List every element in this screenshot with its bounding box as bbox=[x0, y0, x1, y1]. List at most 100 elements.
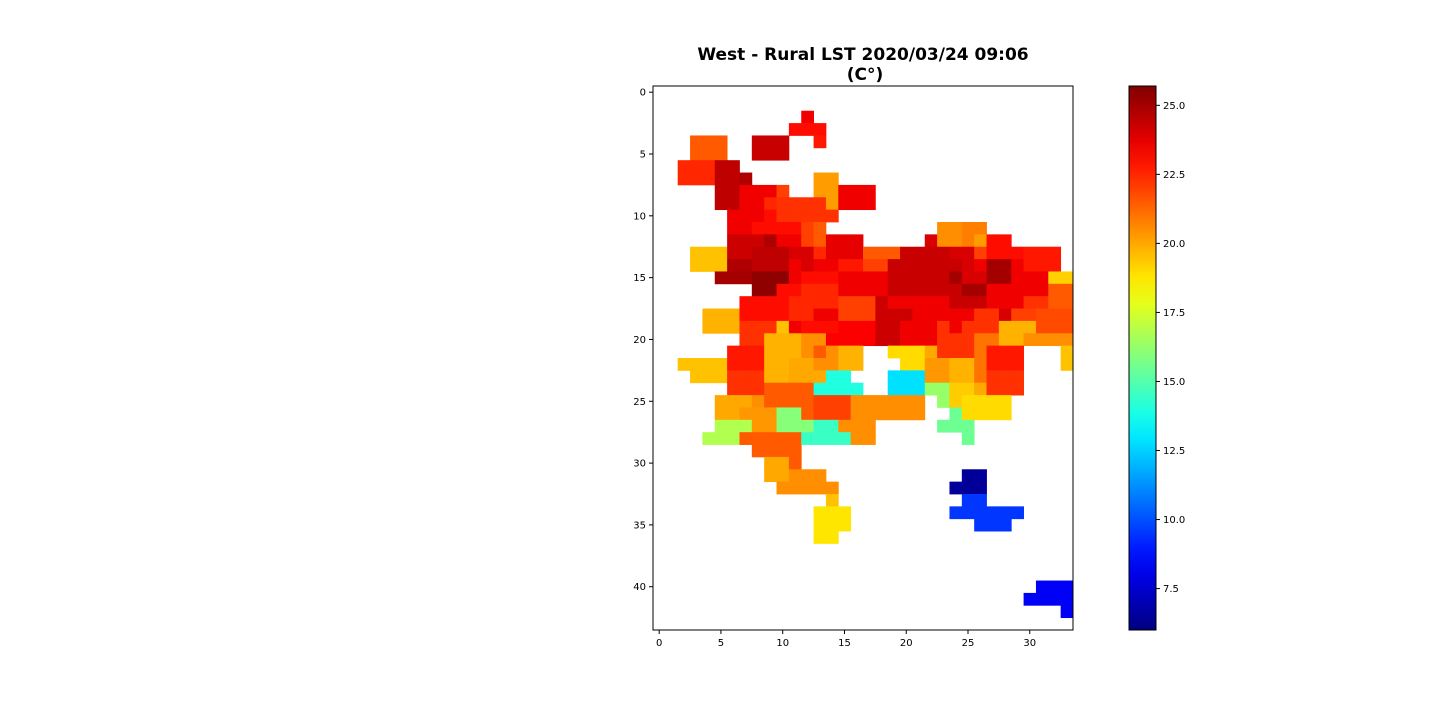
heatmap-cell bbox=[949, 370, 963, 384]
heatmap-cell bbox=[801, 271, 814, 285]
heatmap-cell bbox=[1011, 358, 1024, 371]
heatmap-cell bbox=[924, 271, 938, 285]
heatmap-cell bbox=[1035, 320, 1049, 334]
heatmap-cell bbox=[1060, 592, 1074, 606]
heatmap-cell bbox=[838, 234, 852, 248]
heatmap-cell bbox=[961, 271, 975, 285]
heatmap-cell bbox=[788, 469, 802, 483]
heatmap-cell bbox=[677, 358, 691, 371]
heatmap-cell bbox=[850, 308, 864, 322]
heatmap-cell bbox=[690, 172, 703, 186]
y-tick-label: 35 bbox=[633, 520, 646, 531]
heatmap-cell bbox=[998, 246, 1012, 260]
heatmap-cell bbox=[776, 184, 790, 198]
heatmap-cell bbox=[739, 320, 753, 334]
heatmap-cell bbox=[727, 222, 740, 235]
colorbar-tick-label: 15.0 bbox=[1163, 377, 1185, 388]
chart-title-line1: West - Rural LST 2020/03/24 09:06 bbox=[697, 45, 1028, 65]
heatmap-cell bbox=[1048, 296, 1062, 309]
heatmap-cell bbox=[690, 160, 703, 173]
heatmap-cell bbox=[751, 197, 765, 211]
heatmap-cell bbox=[1023, 592, 1037, 606]
heatmap-cell bbox=[751, 320, 765, 334]
heatmap-cell bbox=[714, 370, 728, 384]
heatmap-cell bbox=[1023, 246, 1037, 260]
heatmap-cell bbox=[776, 370, 790, 384]
heatmap-cell bbox=[850, 345, 864, 359]
heatmap-cell bbox=[1048, 308, 1062, 322]
heatmap-cell bbox=[788, 370, 802, 384]
heatmap-cell bbox=[900, 296, 913, 309]
heatmap-cell bbox=[974, 296, 987, 309]
heatmap-cell bbox=[838, 259, 852, 272]
x-tick-label: 25 bbox=[962, 638, 975, 649]
heatmap-cell bbox=[764, 259, 777, 272]
heatmap-cell bbox=[788, 395, 802, 408]
heatmap-cell bbox=[838, 308, 852, 322]
heatmap-cell bbox=[850, 234, 864, 248]
heatmap-cell bbox=[961, 395, 975, 408]
heatmap-cell bbox=[900, 370, 913, 384]
heatmap-cell bbox=[764, 432, 777, 445]
heatmap-cell bbox=[875, 296, 889, 309]
heatmap-cell bbox=[912, 283, 926, 297]
heatmap-cell bbox=[764, 456, 777, 470]
heatmap-cell bbox=[764, 246, 777, 260]
heatmap-cell bbox=[974, 407, 987, 421]
colorbar-tick-label: 25.0 bbox=[1163, 101, 1185, 112]
heatmap-cell bbox=[974, 222, 987, 235]
heatmap-cell bbox=[912, 296, 926, 309]
heatmap-cell bbox=[974, 333, 987, 347]
heatmap-cell bbox=[850, 395, 864, 408]
heatmap-cell bbox=[764, 345, 777, 359]
heatmap-cell bbox=[974, 246, 987, 260]
heatmap-cell bbox=[1011, 506, 1024, 520]
heatmap-cell bbox=[1060, 580, 1074, 594]
heatmap-cell bbox=[825, 209, 839, 223]
heatmap-cell bbox=[863, 308, 876, 322]
heatmap-cell bbox=[714, 147, 728, 161]
heatmap-cell bbox=[825, 320, 839, 334]
heatmap-cell bbox=[714, 419, 728, 433]
heatmap-cell bbox=[838, 358, 852, 371]
heatmap-cell bbox=[813, 209, 827, 223]
heatmap-cell bbox=[1060, 296, 1074, 309]
heatmap-cell bbox=[986, 506, 1000, 520]
heatmap-cell bbox=[801, 382, 814, 396]
heatmap-cell bbox=[986, 358, 1000, 371]
heatmap-cell bbox=[961, 432, 975, 445]
heatmap-cell bbox=[751, 246, 765, 260]
heatmap-cell bbox=[764, 135, 777, 149]
heatmap-cell bbox=[776, 358, 790, 371]
heatmap-cell bbox=[702, 432, 716, 445]
heatmap-cell bbox=[850, 184, 864, 198]
heatmap-cell bbox=[776, 469, 790, 483]
heatmap-cell bbox=[924, 358, 938, 371]
heatmap-cell bbox=[764, 222, 777, 235]
heatmap-cell bbox=[974, 469, 987, 483]
heatmap-cell bbox=[949, 320, 963, 334]
heatmap-cell bbox=[813, 370, 827, 384]
x-tick-label: 15 bbox=[838, 638, 851, 649]
heatmap-cell bbox=[1048, 271, 1062, 285]
heatmap-cell bbox=[751, 147, 765, 161]
heatmap-cell bbox=[998, 395, 1012, 408]
heatmap-cell bbox=[813, 320, 827, 334]
heatmap-cell bbox=[677, 160, 691, 173]
heatmap-cell bbox=[739, 419, 753, 433]
heatmap-cell bbox=[776, 234, 790, 248]
heatmap-cell bbox=[727, 197, 740, 211]
heatmap-cell bbox=[702, 172, 716, 186]
heatmap-cell bbox=[801, 432, 814, 445]
heatmap-cell bbox=[961, 259, 975, 272]
heatmap-cell bbox=[900, 246, 913, 260]
heatmap-cell bbox=[900, 320, 913, 334]
heatmap-cell bbox=[727, 432, 740, 445]
heatmap-cell bbox=[937, 395, 950, 408]
heatmap-cell bbox=[937, 259, 950, 272]
heatmap-cell bbox=[813, 531, 827, 544]
heatmap-cell bbox=[776, 432, 790, 445]
heatmap-cell bbox=[751, 259, 765, 272]
heatmap-cell bbox=[813, 271, 827, 285]
